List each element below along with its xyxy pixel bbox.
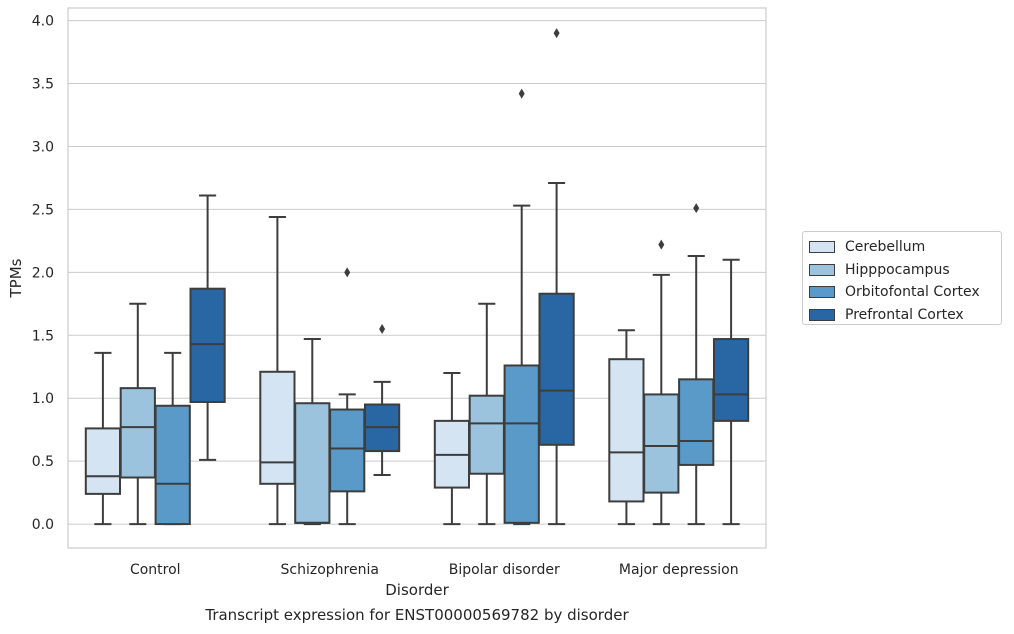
legend-item: Orbitofontal Cortex [809, 281, 1001, 304]
x-tick-label: Control [130, 562, 181, 578]
legend-item: Prefrontal Cortex [809, 304, 1001, 327]
box-hipppocampus [643, 393, 680, 494]
y-tick-label: 1.0 [32, 391, 54, 407]
y-tick-label: 4.0 [32, 14, 54, 30]
box-hipppocampus [294, 402, 331, 524]
box-hipppocampus [468, 394, 505, 475]
outlier-point [553, 28, 560, 39]
legend: Cerebellum Hipppocampus Orbitofontal Corte… [802, 231, 1002, 325]
y-axis-label: TPMs [7, 258, 25, 298]
box-orbitofontal-cortex [329, 408, 366, 493]
outlier-point [693, 203, 700, 214]
y-tick-label: 0.0 [32, 517, 54, 533]
box-prefrontal-cortex [189, 287, 226, 403]
box-orbitofontal-cortex [154, 404, 191, 526]
legend-swatch [809, 308, 835, 321]
legend-label: Cerebellum [845, 239, 926, 256]
legend-swatch [809, 263, 835, 276]
box-orbitofontal-cortex [503, 364, 540, 524]
outlier-point [379, 323, 386, 334]
outlier-point [658, 239, 665, 250]
x-tick-label: Bipolar disorder [449, 562, 560, 578]
x-tick-label: Schizophrenia [281, 562, 379, 578]
legend-item: Cerebellum [809, 236, 1001, 259]
legend-label: Hipppocampus [845, 261, 950, 278]
chart-caption: Transcript expression for ENST0000056978… [205, 606, 629, 624]
y-tick-label: 1.5 [32, 328, 54, 344]
legend-item: Hipppocampus [809, 259, 1001, 282]
box-cerebellum [608, 358, 645, 503]
box-cerebellum [84, 427, 122, 495]
y-tick-label: 3.5 [32, 77, 54, 93]
y-tick-label: 3.0 [32, 139, 54, 155]
x-tick-label: Major depression [619, 562, 739, 578]
box-cerebellum [259, 370, 296, 485]
box-orbitofontal-cortex [678, 378, 715, 466]
plot-frame [67, 7, 767, 549]
legend-swatch [809, 241, 835, 254]
y-tick-label: 2.5 [32, 202, 54, 218]
box-hipppocampus [119, 387, 156, 479]
legend-swatch [809, 286, 835, 299]
y-tick-label: 2.0 [32, 265, 54, 281]
legend-label: Prefrontal Cortex [845, 306, 964, 323]
outlier-point [518, 88, 525, 99]
box-prefrontal-cortex [712, 338, 750, 422]
x-axis-label: Disorder [385, 581, 449, 599]
legend-label: Orbitofontal Cortex [845, 284, 980, 301]
y-tick-label: 0.5 [32, 454, 54, 470]
outlier-point [344, 267, 351, 278]
box-prefrontal-cortex [538, 292, 575, 446]
